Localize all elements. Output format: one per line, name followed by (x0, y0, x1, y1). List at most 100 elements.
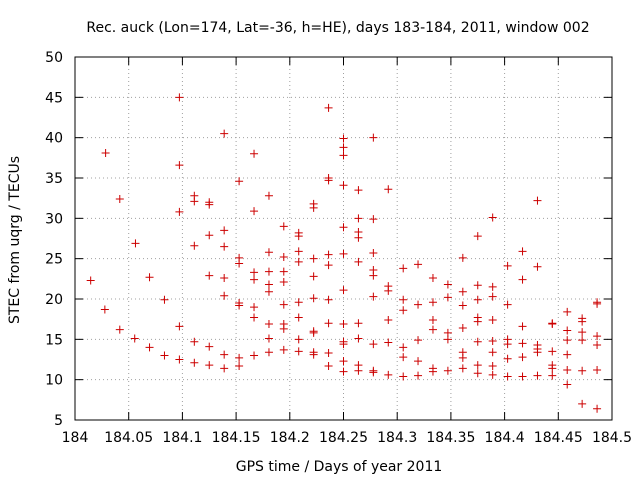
data-point (443, 293, 452, 302)
data-point (369, 249, 378, 258)
data-point (428, 298, 437, 307)
data-point (294, 335, 303, 344)
data-point (339, 151, 348, 160)
data-point (428, 364, 437, 373)
data-point (324, 295, 333, 304)
x-tick-label: 184.3 (377, 430, 417, 446)
data-point (324, 349, 333, 358)
data-point (458, 324, 467, 333)
data-point (354, 334, 363, 343)
data-point (279, 300, 288, 309)
plot-frame (74, 56, 613, 421)
data-point (220, 274, 229, 283)
data-point (175, 207, 184, 216)
data-point (473, 369, 482, 378)
data-point (443, 328, 452, 337)
data-point (384, 315, 393, 324)
data-point (563, 380, 572, 389)
data-point (324, 174, 333, 182)
data-point (369, 265, 378, 274)
data-point (488, 348, 497, 357)
data-point (488, 336, 497, 345)
data-point (190, 358, 199, 367)
data-point (458, 253, 467, 262)
data-point (250, 313, 259, 322)
data-point (220, 242, 229, 251)
data-point (473, 232, 482, 241)
data-point (339, 143, 348, 152)
data-point (399, 372, 408, 381)
data-point (190, 337, 199, 346)
data-point (488, 315, 497, 324)
data-point (428, 315, 437, 324)
data-point (518, 372, 527, 381)
data-point (145, 343, 154, 352)
data-point (205, 198, 214, 207)
data-point (175, 322, 184, 331)
data-point (250, 149, 259, 158)
data-point (264, 348, 273, 357)
x-tick-label: 184.45 (534, 430, 583, 446)
data-point (473, 281, 482, 290)
data-point (220, 291, 229, 300)
data-point (250, 207, 259, 216)
data-point (518, 339, 527, 348)
x-tick-label: 184.05 (104, 430, 153, 446)
data-point (220, 226, 229, 235)
data-point (235, 253, 244, 262)
data-point (533, 371, 542, 380)
x-tick-label: 184.15 (212, 430, 261, 446)
x-tick-label: 184.35 (426, 430, 475, 446)
x-tick-label: 184.5 (592, 430, 632, 446)
data-point (354, 214, 363, 223)
data-point (339, 223, 348, 232)
data-point (309, 348, 318, 357)
data-point (473, 295, 482, 304)
data-point (458, 348, 467, 357)
data-point (488, 282, 497, 291)
data-point (205, 231, 214, 240)
data-point (384, 338, 393, 347)
data-point (235, 299, 244, 308)
y-tick-label: 50 (45, 50, 63, 66)
y-tick-label: 15 (45, 332, 63, 348)
data-point (369, 292, 378, 301)
data-point (205, 271, 214, 280)
data-point (578, 366, 587, 375)
data-point (563, 307, 572, 316)
y-tick-label: 10 (45, 373, 63, 389)
data-point (578, 336, 587, 345)
data-point (354, 228, 363, 237)
data-point (101, 148, 110, 157)
data-point (100, 305, 109, 314)
data-point (443, 280, 452, 289)
data-point (264, 334, 273, 343)
x-tick-label: 184.25 (319, 430, 368, 446)
data-point (593, 404, 602, 413)
data-point (324, 361, 333, 370)
data-point (354, 319, 363, 328)
data-point (399, 295, 408, 304)
data-point (399, 343, 408, 352)
data-point (294, 247, 303, 256)
data-point (339, 367, 348, 376)
data-point (294, 298, 303, 307)
data-point (399, 264, 408, 273)
x-tick-label: 184.1 (162, 430, 202, 446)
data-point (250, 351, 259, 360)
data-point (115, 194, 124, 203)
data-point (428, 325, 437, 334)
data-point (160, 351, 169, 360)
data-point (264, 267, 273, 276)
x-tick-label: 184 (62, 430, 89, 446)
data-point (339, 181, 348, 190)
data-point (339, 320, 348, 329)
data-point (324, 261, 333, 270)
grid-lines (75, 57, 612, 420)
data-point (339, 134, 348, 143)
data-point (324, 319, 333, 328)
data-point (294, 313, 303, 322)
data-point (235, 177, 244, 186)
data-point (369, 133, 378, 142)
data-point (264, 287, 273, 296)
